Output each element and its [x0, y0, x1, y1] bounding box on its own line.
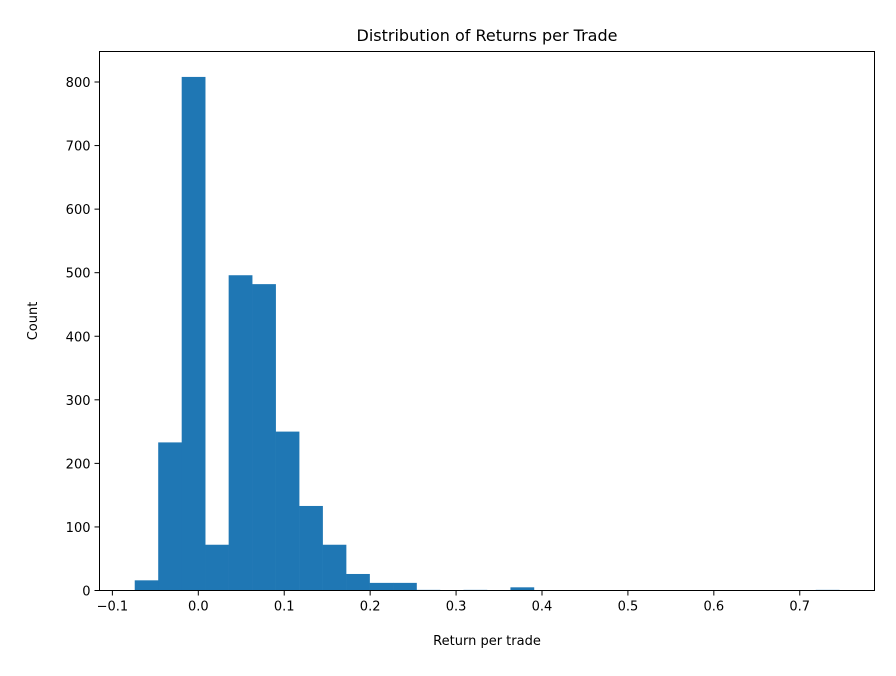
x-tick-label: 0.7 [789, 600, 810, 615]
y-tick-label: 200 [66, 457, 91, 472]
y-tick-label: 800 [66, 76, 91, 91]
x-tick-label: −0.1 [97, 600, 129, 615]
chart-title: Distribution of Returns per Trade [357, 26, 618, 45]
y-tick-label: 0 [82, 585, 90, 600]
x-tick-label: 0.0 [188, 600, 209, 615]
axes-frame [99, 51, 875, 591]
y-tick-label: 600 [66, 203, 91, 218]
x-tick-label: 0.6 [703, 600, 724, 615]
x-tick-label: 0.4 [532, 600, 553, 615]
histogram-bar [369, 582, 394, 591]
x-axis-label: Return per trade [433, 634, 541, 649]
histogram-bar [275, 431, 300, 591]
x-tick-label: 0.3 [446, 600, 467, 615]
histogram-bar [322, 544, 347, 591]
y-tick-label: 500 [66, 267, 91, 282]
histogram-bar [510, 587, 535, 591]
histogram-bar [393, 582, 417, 591]
y-tick-label: 100 [66, 521, 91, 536]
histogram-bar [299, 505, 323, 591]
x-tick-label: 0.5 [618, 600, 639, 615]
histogram-bar [252, 284, 276, 591]
histogram-bar [158, 442, 182, 591]
histogram-bar [346, 573, 370, 591]
y-tick-label: 400 [66, 330, 91, 345]
histogram-bar [205, 544, 229, 591]
histogram-bar [134, 580, 159, 591]
y-tick-label: 300 [66, 394, 91, 409]
y-axis-label: Count [26, 302, 41, 341]
histogram-bar [228, 275, 253, 591]
x-tick-label: 0.2 [360, 600, 381, 615]
y-tick-label: 700 [66, 140, 91, 155]
histogram-bar [181, 76, 206, 591]
x-tick-label: 0.1 [274, 600, 295, 615]
